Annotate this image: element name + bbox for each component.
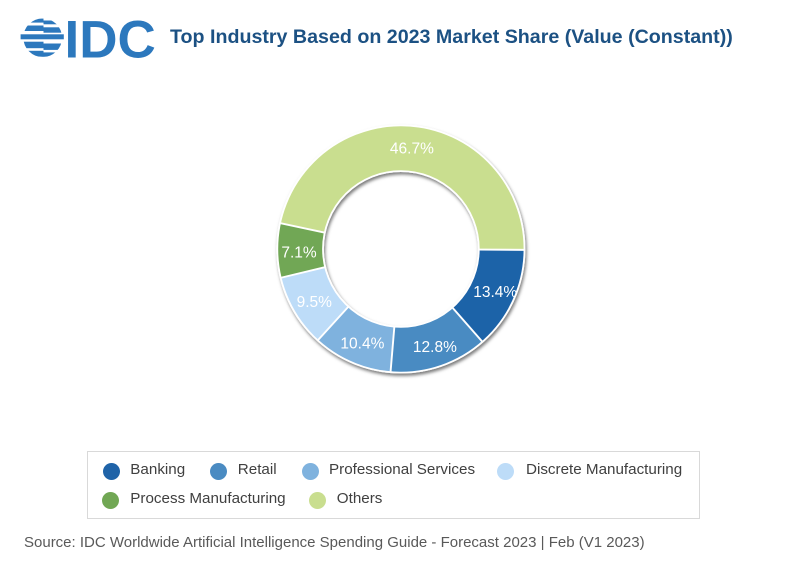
svg-text:12.8%: 12.8% — [413, 339, 457, 356]
svg-text:13.4%: 13.4% — [473, 284, 517, 301]
svg-text:9.5%: 9.5% — [297, 294, 333, 311]
svg-text:10.4%: 10.4% — [340, 336, 384, 353]
svg-text:46.7%: 46.7% — [390, 141, 434, 158]
svg-text:IDC: IDC — [65, 10, 156, 69]
svg-text:7.1%: 7.1% — [281, 244, 317, 261]
